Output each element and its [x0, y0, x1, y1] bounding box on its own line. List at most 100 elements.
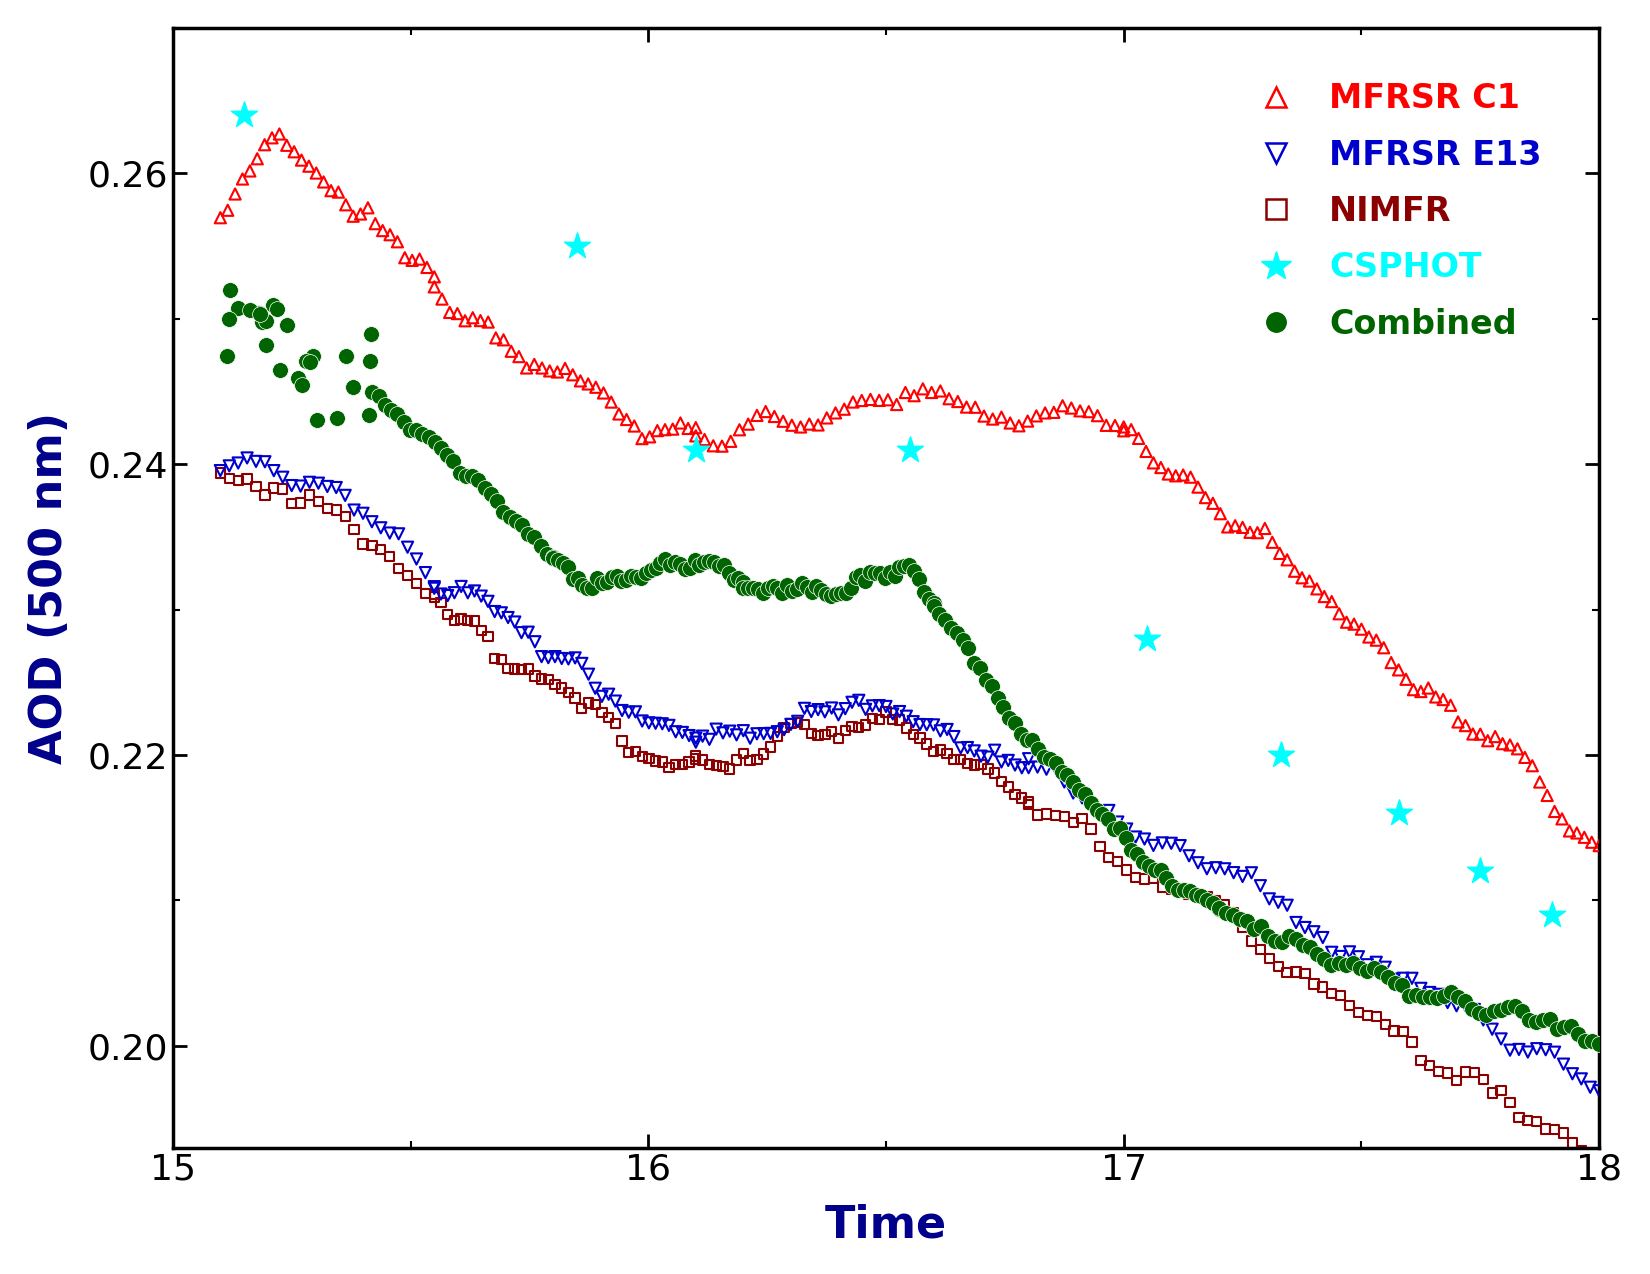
MFRSR C1 — [1119, 419, 1145, 440]
Combined — [1241, 919, 1267, 939]
MFRSR C1 — [883, 395, 909, 415]
Combined — [1290, 935, 1317, 956]
MFRSR E13 — [394, 538, 421, 558]
MFRSR E13 — [1568, 1069, 1594, 1089]
Combined — [1297, 938, 1323, 958]
MFRSR C1 — [1102, 415, 1129, 436]
MFRSR C1 — [355, 197, 381, 218]
MFRSR C1 — [1134, 441, 1160, 461]
Combined — [579, 577, 606, 598]
Combined — [1013, 730, 1040, 750]
Combined — [1008, 724, 1035, 744]
MFRSR C1 — [779, 415, 805, 436]
Combined — [1544, 1019, 1571, 1040]
MFRSR C1 — [266, 124, 292, 144]
MFRSR E13 — [648, 713, 675, 734]
MFRSR E13 — [947, 738, 973, 758]
MFRSR E13 — [548, 648, 574, 669]
Combined — [731, 578, 757, 599]
Combined — [589, 572, 615, 592]
MFRSR E13 — [683, 733, 709, 753]
MFRSR C1 — [644, 420, 670, 441]
MFRSR C1 — [1208, 503, 1234, 524]
Combined — [949, 631, 975, 651]
NIMFR — [297, 485, 323, 506]
NIMFR — [1310, 977, 1337, 998]
Combined — [1183, 885, 1209, 906]
NIMFR — [934, 743, 960, 763]
Combined — [754, 578, 780, 599]
MFRSR C1 — [614, 409, 640, 429]
NIMFR — [899, 724, 926, 744]
Combined — [1256, 926, 1282, 947]
MFRSR C1 — [498, 341, 525, 362]
MFRSR C1 — [1505, 739, 1531, 759]
Combined — [358, 324, 384, 344]
MFRSR E13 — [853, 699, 879, 720]
MFRSR E13 — [1559, 1064, 1586, 1084]
NIMFR — [394, 566, 421, 586]
MFRSR E13 — [1238, 862, 1264, 883]
MFRSR E13 — [1373, 957, 1399, 977]
Combined — [734, 577, 761, 598]
NIMFR — [975, 759, 1002, 780]
NIMFR — [982, 763, 1008, 784]
NIMFR — [1426, 1061, 1452, 1082]
MFRSR C1 — [1229, 517, 1256, 538]
Combined — [1096, 809, 1122, 829]
MFRSR C1 — [734, 414, 761, 434]
MFRSR C1 — [551, 358, 578, 378]
MFRSR C1 — [726, 419, 752, 440]
NIMFR — [314, 498, 340, 519]
Combined — [1059, 772, 1086, 792]
Combined — [1417, 986, 1444, 1006]
MFRSR C1 — [483, 327, 510, 348]
NIMFR — [1551, 1122, 1577, 1143]
MFRSR E13 — [893, 706, 919, 726]
MFRSR C1 — [1511, 747, 1538, 767]
MFRSR C1 — [1534, 785, 1561, 805]
Combined — [851, 571, 878, 591]
MFRSR C1 — [475, 312, 502, 333]
MFRSR E13 — [988, 752, 1015, 772]
MFRSR E13 — [1211, 859, 1238, 879]
MFRSR E13 — [1551, 1054, 1577, 1074]
MFRSR E13 — [1533, 1040, 1559, 1060]
MFRSR E13 — [1336, 941, 1363, 962]
MFRSR E13 — [1515, 1042, 1541, 1063]
MFRSR C1 — [1084, 405, 1110, 426]
NIMFR — [261, 478, 287, 498]
MFRSR C1 — [444, 303, 470, 324]
MFRSR C1 — [691, 429, 718, 450]
MFRSR C1 — [399, 250, 426, 270]
NIMFR — [893, 719, 919, 739]
Combined — [974, 670, 1000, 691]
MFRSR C1 — [251, 135, 277, 155]
Combined — [642, 558, 668, 578]
MFRSR E13 — [475, 591, 502, 612]
Combined — [1219, 905, 1246, 925]
NIMFR — [508, 660, 535, 680]
MFRSR E13 — [1221, 862, 1247, 883]
MFRSR C1 — [1541, 801, 1568, 822]
MFRSR E13 — [1586, 1080, 1612, 1101]
Combined — [906, 569, 932, 590]
NIMFR — [1363, 1006, 1389, 1027]
MFRSR E13 — [1407, 978, 1434, 999]
Combined — [944, 623, 970, 643]
NIMFR — [269, 479, 295, 499]
NIMFR — [482, 648, 508, 669]
MFRSR E13 — [447, 576, 474, 596]
NIMFR — [1256, 949, 1282, 970]
CSPHOT — [231, 104, 257, 125]
Combined — [300, 347, 327, 367]
MFRSR E13 — [421, 577, 447, 598]
MFRSR C1 — [1259, 533, 1285, 553]
MFRSR C1 — [437, 302, 464, 322]
Combined — [564, 567, 591, 587]
MFRSR E13 — [1399, 968, 1426, 989]
MFRSR C1 — [1318, 591, 1345, 612]
NIMFR — [927, 740, 954, 761]
MFRSR E13 — [615, 702, 642, 722]
Combined — [252, 335, 279, 355]
